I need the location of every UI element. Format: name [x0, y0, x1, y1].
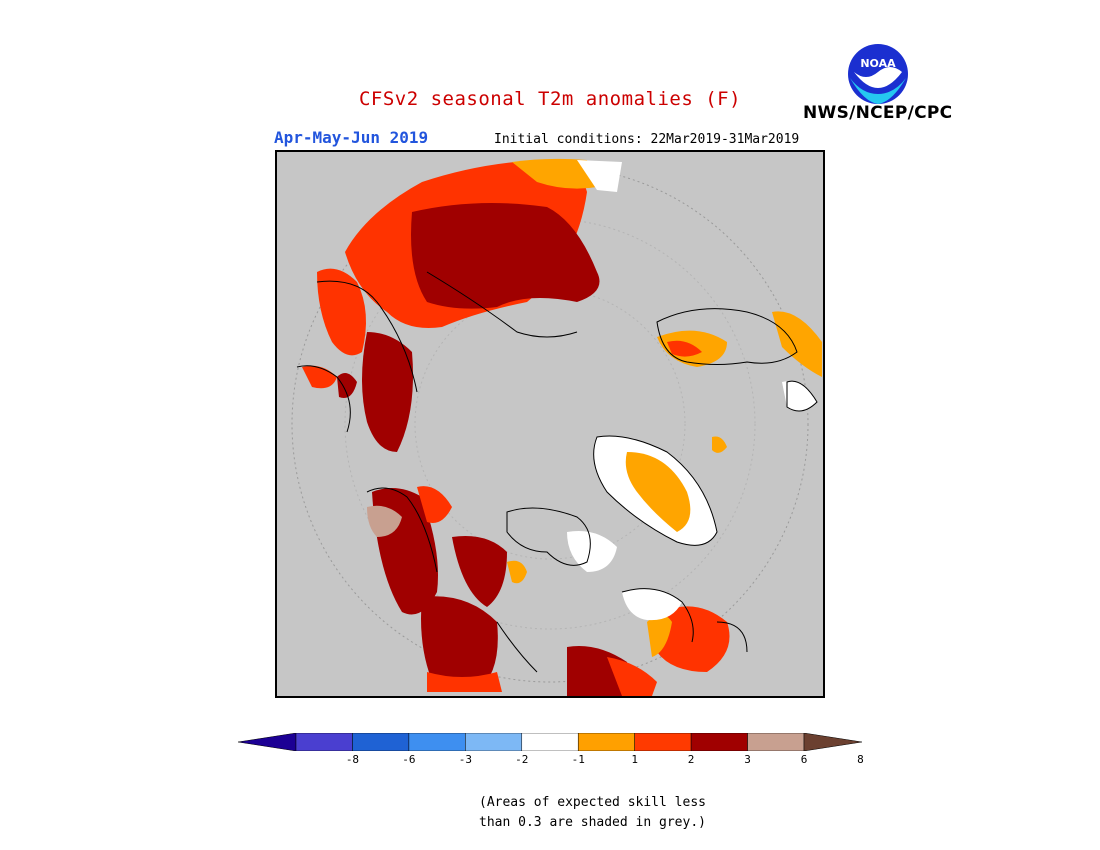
legend-tick-label: 8	[857, 753, 864, 766]
skill-note-line: than 0.3 are shaded in grey.)	[479, 815, 706, 830]
region-siberia-3	[507, 560, 527, 584]
region-europe	[317, 268, 366, 356]
region-east-asia-edge	[607, 657, 657, 696]
legend-tick-label: 6	[800, 753, 808, 766]
legend-color-box	[408, 733, 466, 751]
region-north-africa-2	[337, 373, 357, 398]
legend-color-box	[521, 733, 579, 751]
forecast-period: Apr-May-Jun 2019	[274, 128, 429, 147]
color-legend-labels: -8 -6 -3 -2 -1 1 2 3 6 8	[0, 753, 1100, 769]
region-north-atlantic-core	[411, 203, 600, 309]
legend-tick-label: -3	[458, 753, 472, 766]
region-north-africa	[302, 365, 337, 389]
polar-map-svg	[291, 158, 822, 696]
region-north-atlantic-edge	[512, 158, 597, 189]
legend-max-triangle	[803, 733, 862, 751]
region-canada-arctic	[567, 531, 617, 572]
region-china-edge	[427, 672, 502, 692]
legend-tick-label: 1	[631, 753, 638, 766]
legend-color-box	[352, 733, 410, 751]
agency-label: NWS/NCEP/CPC	[803, 103, 953, 123]
logo-text: NOAA	[860, 57, 896, 70]
skill-note: (Areas of expected skill less than 0.3 a…	[479, 793, 706, 833]
legend-tick-label: 2	[687, 753, 695, 766]
region-greenland-orange	[625, 452, 691, 532]
legend-color-box	[634, 733, 692, 751]
legend-color-box	[690, 733, 748, 751]
region-tibet	[367, 505, 402, 537]
region-siberia-2	[417, 486, 452, 523]
legend-tick-label: 3	[744, 753, 751, 766]
color-legend	[238, 733, 862, 751]
coastlines	[296, 271, 818, 673]
region-alaska-orange	[647, 614, 672, 657]
legend-color-box	[577, 733, 635, 751]
polar-map	[275, 150, 825, 698]
region-labrador-white	[782, 381, 817, 411]
chart-title: CFSv2 seasonal T2m anomalies (F)	[358, 88, 742, 110]
legend-tick-label: -8	[345, 753, 360, 766]
legend-color-box	[465, 733, 523, 751]
skill-note-line: (Areas of expected skill less	[479, 795, 706, 810]
legend-color-box	[295, 733, 353, 751]
region-china	[421, 596, 498, 692]
region-europe-core	[362, 332, 413, 452]
legend-tick-label: -1	[571, 753, 585, 766]
region-siberia	[452, 536, 507, 607]
region-north-atlantic-white	[577, 160, 622, 192]
region-alaska	[657, 606, 730, 672]
region-hudson-red	[667, 340, 702, 357]
region-alaska-white	[622, 588, 682, 621]
region-iceland	[712, 436, 727, 453]
region-labrador	[772, 311, 822, 377]
noaa-logo-icon: NOAA	[846, 42, 910, 106]
legend-tick-label: -2	[515, 753, 529, 766]
initial-conditions-label: Initial conditions: 22Mar2019-31Mar2019	[494, 132, 800, 147]
legend-tick-label: -6	[402, 753, 416, 766]
legend-color-box	[747, 733, 805, 751]
legend-min-triangle	[238, 733, 297, 751]
